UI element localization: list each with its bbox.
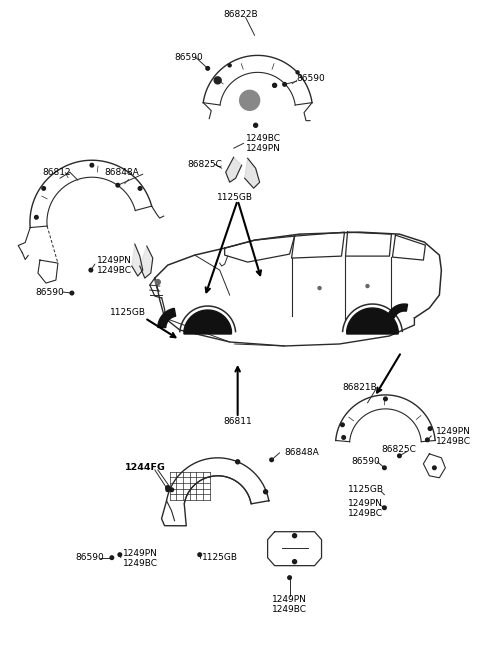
Circle shape [318,287,321,289]
Text: 1249BC: 1249BC [436,438,471,446]
Circle shape [116,184,120,187]
Text: 86812: 86812 [42,168,71,176]
Circle shape [166,488,169,491]
Text: 1249BC: 1249BC [246,134,281,143]
Text: 1249BC: 1249BC [123,559,158,568]
Polygon shape [184,310,231,334]
Circle shape [166,486,170,490]
Circle shape [42,186,46,190]
Circle shape [253,123,258,127]
Circle shape [432,466,436,470]
Text: 1249BC: 1249BC [97,266,132,275]
Circle shape [426,438,429,441]
Circle shape [428,427,432,430]
Polygon shape [132,244,143,276]
Text: 86848A: 86848A [105,168,140,176]
Text: 1125GB: 1125GB [202,553,238,562]
Text: 1249PN: 1249PN [123,549,158,558]
Polygon shape [226,157,241,182]
Text: 86822B: 86822B [223,10,258,19]
Circle shape [241,92,258,108]
Circle shape [240,91,260,110]
Circle shape [383,506,386,510]
Text: 1249PN: 1249PN [348,499,383,508]
Circle shape [366,285,369,287]
Circle shape [293,560,297,564]
Circle shape [70,291,74,295]
Circle shape [283,83,287,86]
Text: 86590: 86590 [351,457,380,466]
Circle shape [236,460,240,464]
Circle shape [341,423,344,426]
Circle shape [138,186,142,190]
Polygon shape [245,158,260,188]
Text: 1249PN: 1249PN [246,144,280,153]
Circle shape [155,279,160,285]
Text: 1249PN: 1249PN [436,427,471,436]
Circle shape [35,216,38,219]
Text: 86590: 86590 [75,553,104,562]
Circle shape [264,490,268,494]
Circle shape [90,163,94,167]
Circle shape [273,83,276,87]
Text: 1244FG: 1244FG [125,463,166,472]
Text: 86811: 86811 [223,417,252,426]
Circle shape [342,436,346,440]
Circle shape [293,534,297,538]
Circle shape [296,71,299,74]
Circle shape [89,268,93,272]
Text: 86825C: 86825C [382,445,416,455]
Circle shape [270,458,274,462]
Circle shape [383,466,386,470]
Text: 1249BC: 1249BC [272,605,307,614]
Text: 86590: 86590 [175,53,204,62]
Circle shape [170,488,174,491]
Text: 86825C: 86825C [188,159,223,169]
Circle shape [288,576,291,579]
Text: 86590: 86590 [35,287,64,297]
Circle shape [214,77,221,84]
Circle shape [206,66,209,70]
Polygon shape [347,308,398,334]
Text: 86590: 86590 [297,74,325,83]
Text: 1125GB: 1125GB [110,308,146,317]
Text: 1249PN: 1249PN [97,256,132,264]
Circle shape [397,454,401,458]
Text: 1125GB: 1125GB [348,485,384,494]
Text: 86821B: 86821B [343,383,377,392]
Circle shape [384,397,387,401]
Circle shape [118,553,121,556]
Text: 86848A: 86848A [285,448,319,457]
Text: 1249BC: 1249BC [348,509,383,518]
Circle shape [228,64,231,67]
Polygon shape [158,308,176,327]
Polygon shape [388,304,408,318]
Text: 1249PN: 1249PN [272,595,307,604]
Circle shape [110,556,114,560]
Polygon shape [140,246,153,278]
Circle shape [198,553,202,556]
Text: 1125GB: 1125GB [216,193,252,201]
